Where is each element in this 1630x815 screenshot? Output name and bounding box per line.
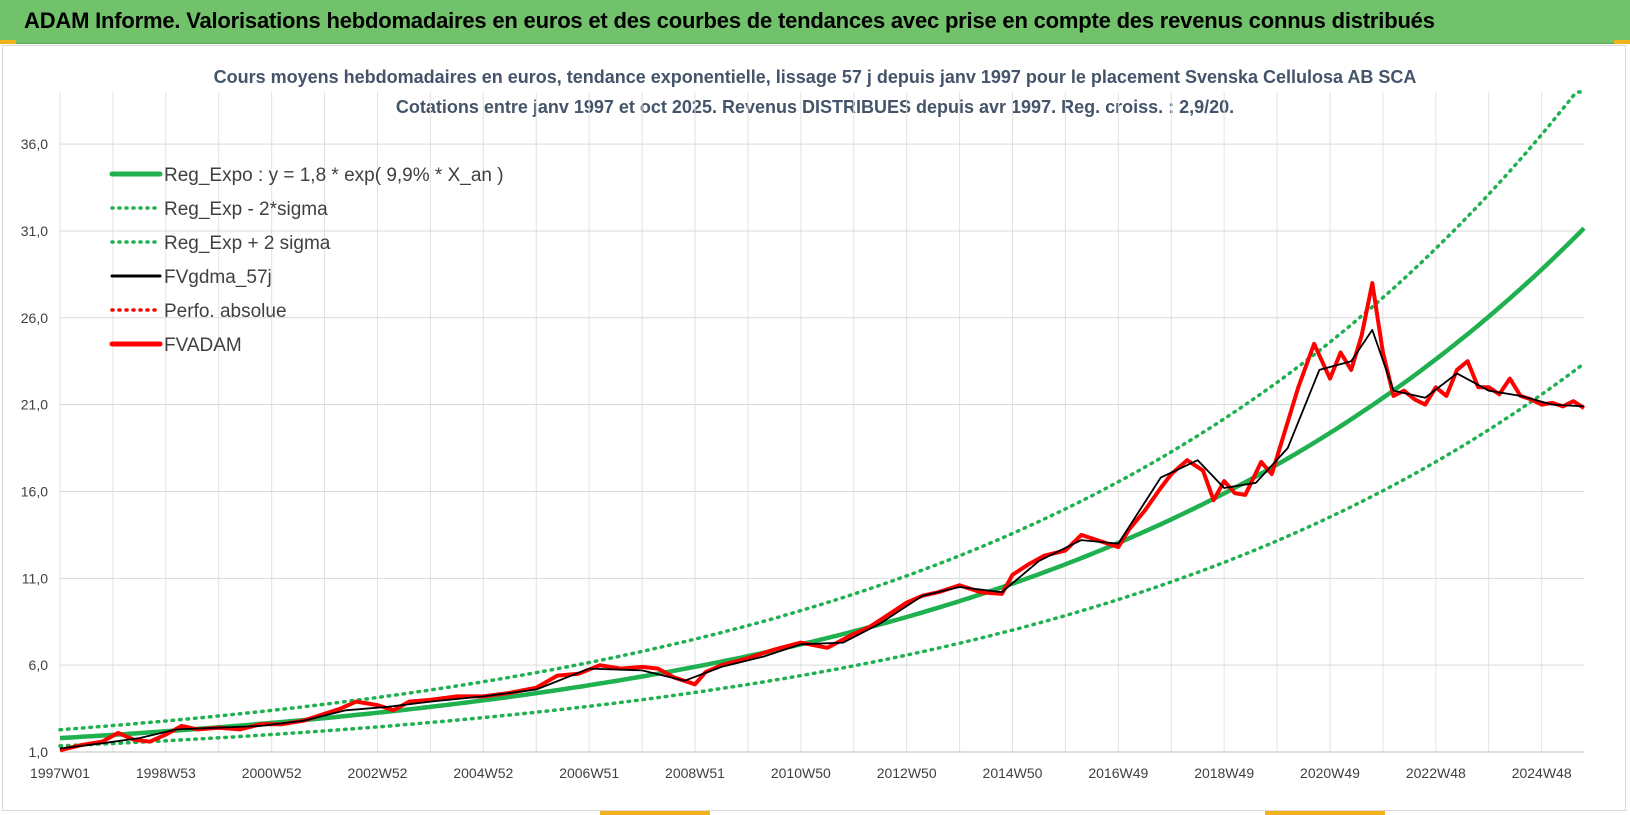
x-tick-label: 2006W51	[559, 765, 619, 781]
x-tick-label: 1997W01	[30, 765, 90, 781]
legend-label: Perfo. absolue	[164, 301, 287, 322]
chart-frame	[2, 45, 1626, 811]
legend-label: Reg_Exp + 2 sigma	[164, 233, 331, 254]
x-tick-label: 2024W48	[1512, 765, 1572, 781]
x-tick-label: 2020W49	[1300, 765, 1360, 781]
legend-label: FVgdma_57j	[164, 267, 272, 288]
legend-label: FVADAM	[164, 335, 242, 356]
header-bar: ADAM Informe. Valorisations hebdomadaire…	[0, 0, 1630, 44]
bottom-accent-left	[600, 811, 710, 815]
legend-label: Reg_Expo : y = 1,8 * exp( 9,9% * X_an )	[164, 165, 504, 186]
legend: Reg_Expo : y = 1,8 * exp( 9,9% * X_an ) R…	[109, 165, 504, 356]
x-tick-label: 2016W49	[1088, 765, 1148, 781]
chart-title-line2: Cotations entre janv 1997 et oct 2025. R…	[396, 97, 1234, 117]
trend-minus-2sigma-line	[58, 361, 1586, 748]
fvgdma-57j-line	[59, 329, 1585, 750]
x-tick-label: 2014W50	[983, 765, 1043, 781]
x-tick-label: 2008W51	[665, 765, 725, 781]
y-tick-label: 6,0	[29, 657, 49, 673]
page-title: ADAM Informe. Valorisations hebdomadaire…	[24, 8, 1435, 33]
y-tick-label: 21,0	[21, 397, 48, 413]
legend-label: Reg_Exp - 2*sigma	[164, 199, 328, 220]
chart-title-line1: Cours moyens hebdomadaires en euros, ten…	[214, 67, 1417, 87]
x-tick-label: 2004W52	[453, 765, 513, 781]
corner-accent-left	[0, 40, 16, 44]
y-tick-label: 11,0	[22, 570, 48, 586]
x-tick-label: 2010W50	[771, 765, 831, 781]
x-tick-label: 2022W48	[1406, 765, 1466, 781]
gridlines	[59, 92, 1584, 753]
x-tick-label: 2000W52	[242, 765, 302, 781]
y-tick-label: 16,0	[21, 483, 48, 499]
x-tick-label: 2018W49	[1194, 765, 1254, 781]
x-tick-label: 1998W53	[136, 765, 196, 781]
trend-expo-line	[59, 226, 1586, 741]
series	[58, 90, 1586, 753]
bottom-accent-right	[1265, 811, 1385, 815]
y-tick-label: 31,0	[21, 223, 48, 239]
y-tick-label: 36,0	[21, 136, 48, 152]
corner-accent-right	[1614, 40, 1630, 44]
y-tick-label: 1,0	[29, 744, 49, 760]
trend-plus-2sigma-line	[58, 90, 1586, 732]
axes: 1,0 6,0 11,0 16,0 21,0 26,0 31,0 36,0 1997W01 199…	[21, 136, 1584, 781]
x-tick-label: 2012W50	[877, 765, 937, 781]
x-tick-label: 2002W52	[348, 765, 408, 781]
fvadam-line	[59, 281, 1586, 753]
y-tick-label: 26,0	[21, 310, 48, 326]
